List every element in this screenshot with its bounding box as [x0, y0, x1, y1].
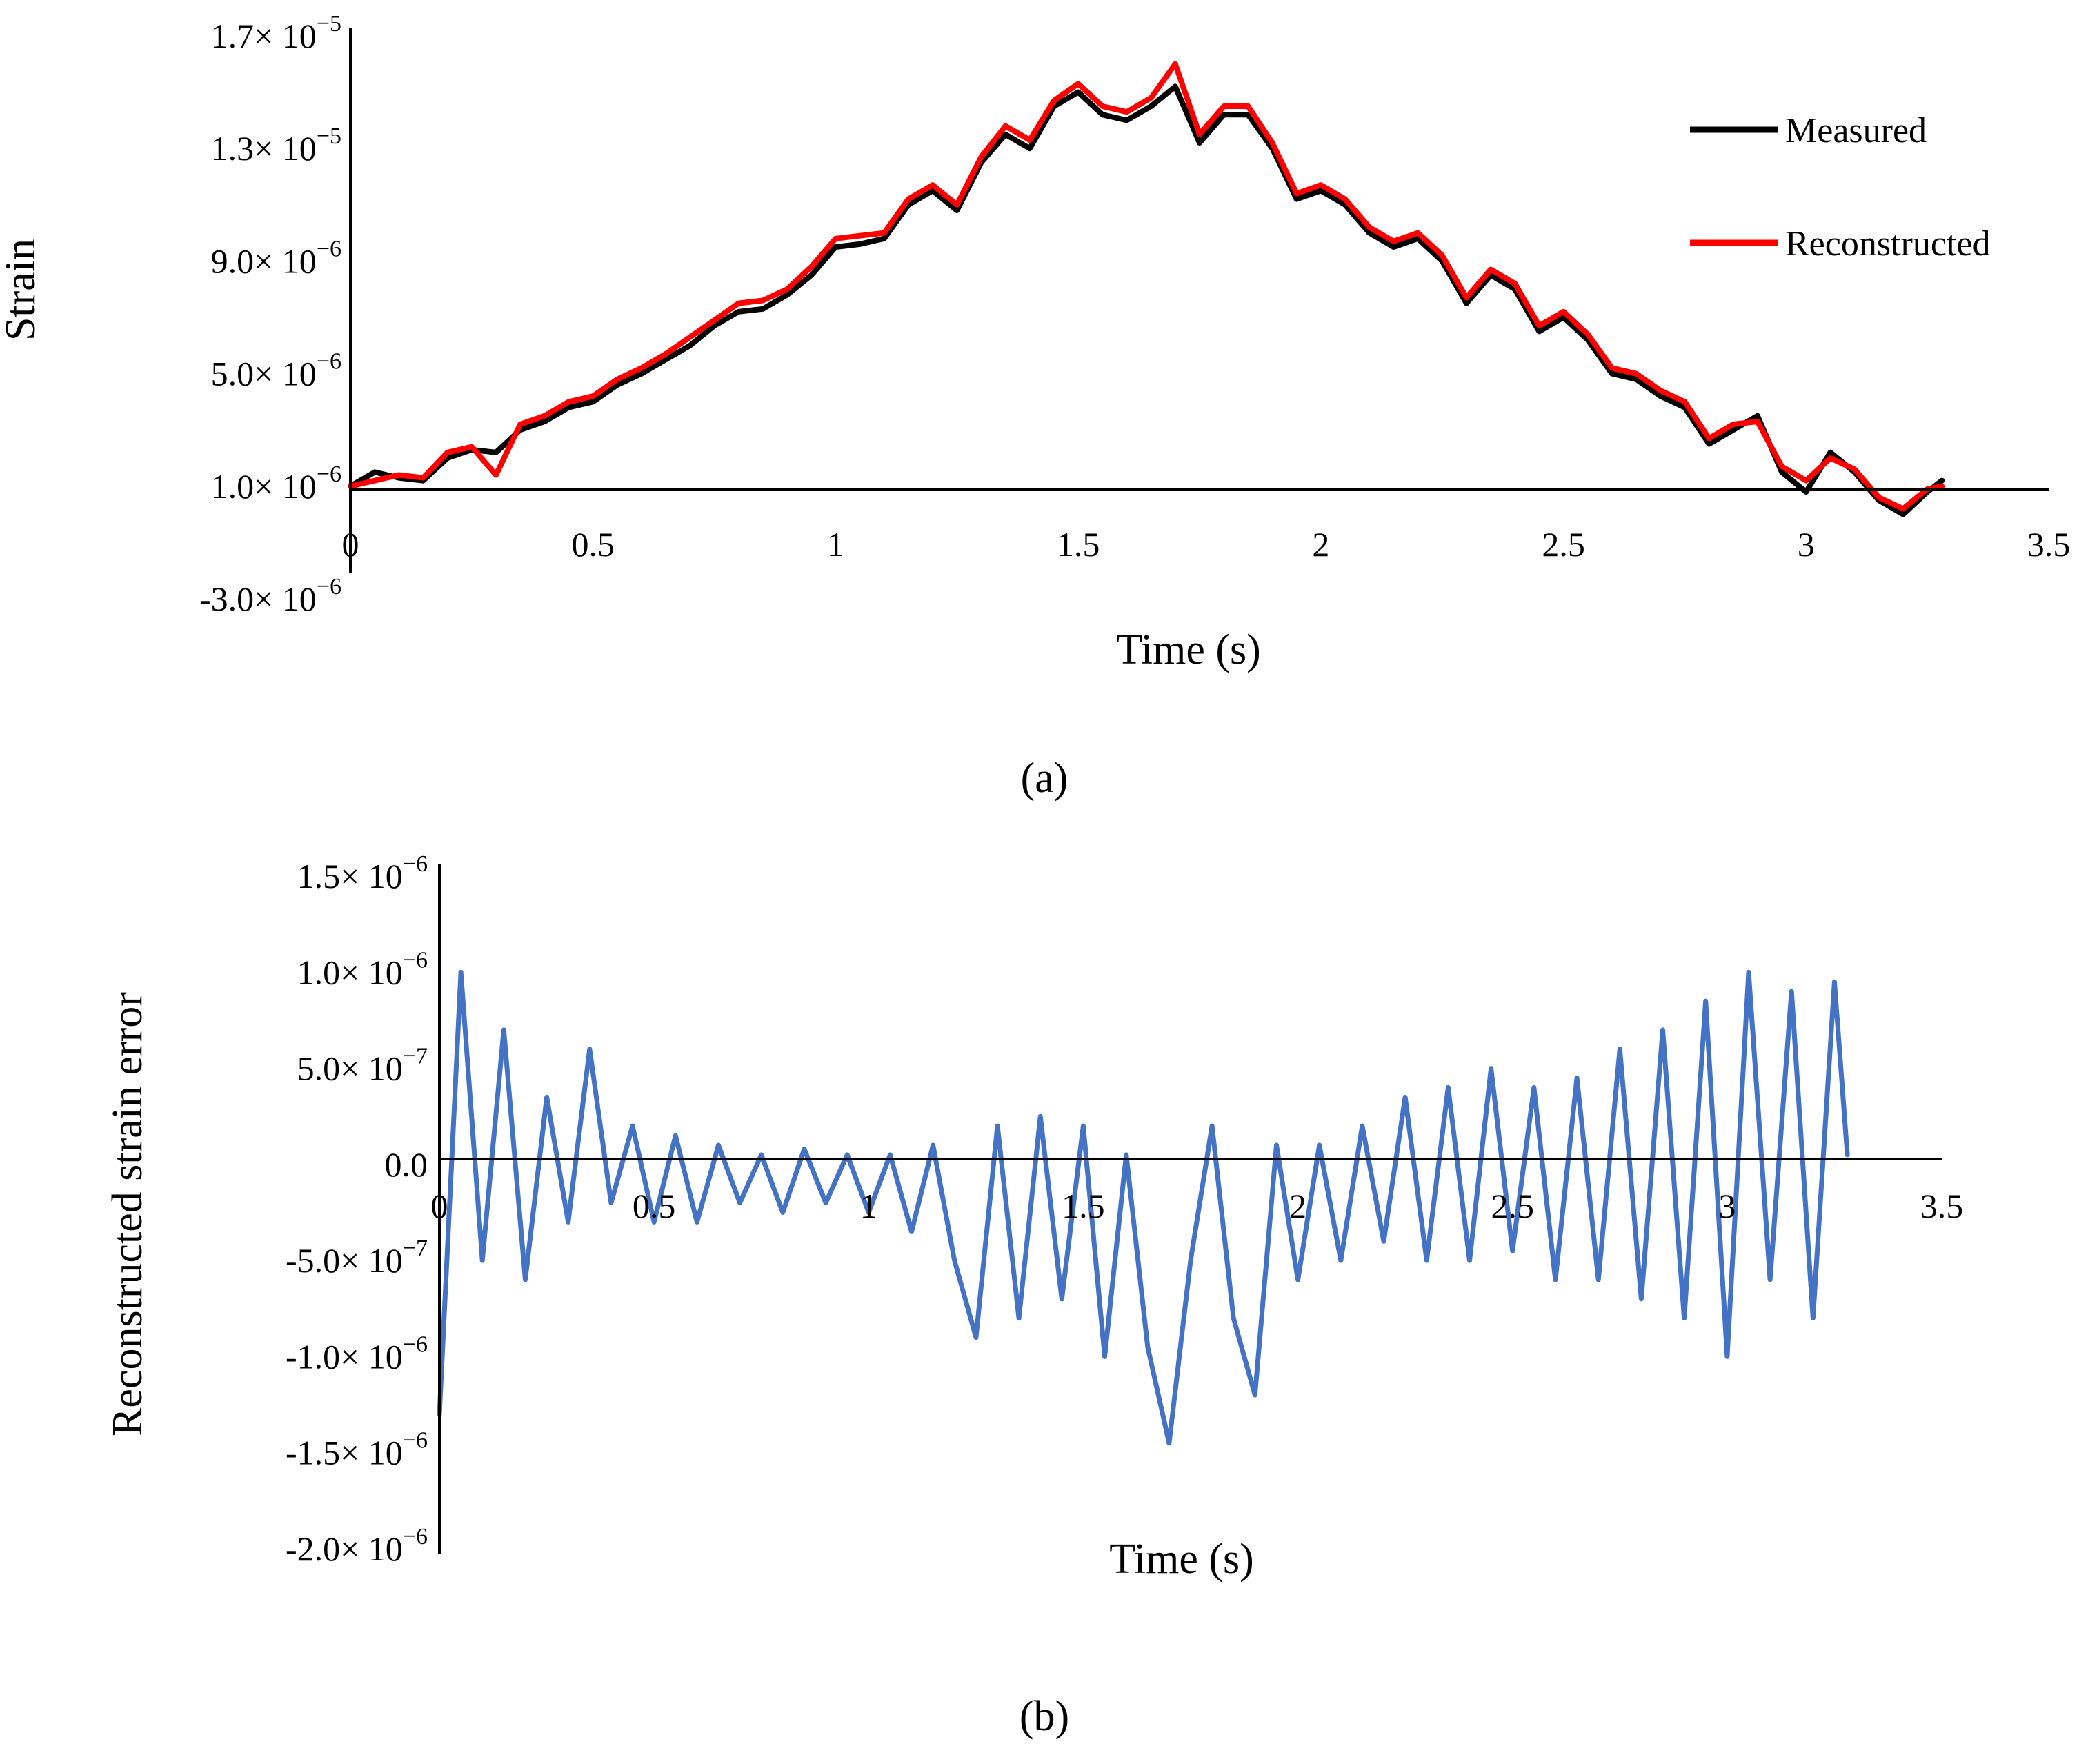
- panel-b-y-tick-label: -1.5× 10−6: [286, 1428, 428, 1472]
- panel-a-legend: Measured Reconstructed: [1690, 111, 1990, 264]
- panel-b-y-tick-labels: 1.5× 10−6 1.0× 10−6 5.0× 10−7 0.0 -5.0× 10−7…: [286, 851, 428, 1568]
- panel-a-y-axis-label: Strain: [0, 239, 44, 341]
- panel-a-y-tick-label: 9.0× 10−6: [211, 236, 341, 280]
- panel-a-y-tick-label: -3.0× 10−6: [199, 574, 341, 618]
- panel-b-x-axis-label: Time (s): [1109, 1536, 1254, 1583]
- panel-b-y-axis-label: Reconstructed strain error: [104, 992, 151, 1436]
- panel-a-x-tick-label: 1.5: [1057, 525, 1100, 564]
- panel-b-x-tick-label: 2.5: [1491, 1187, 1534, 1225]
- panel-b-y-tick-label: 5.0× 10−7: [297, 1044, 428, 1088]
- panel-a-y-tick-label: 5.0× 10−6: [211, 349, 341, 393]
- legend-label-measured: Measured: [1785, 111, 1927, 150]
- panel-b-x-tick-label: 1: [860, 1187, 877, 1225]
- panel-b-x-tick-label: 3: [1718, 1187, 1736, 1225]
- panel-a-x-tick-labels: 0 0.5 1 1.5 2 2.5 3 3.5: [342, 525, 2071, 564]
- panel-b-series-lines: [437, 969, 1850, 1446]
- panel-b-x-tick-labels: 0 0.5 1 1.5 2 2.5 3 3.5: [431, 1187, 1964, 1225]
- panel-a-x-tick-label: 0: [342, 525, 359, 564]
- panel-a-strain-chart: 1.7× 10−5 1.3× 10−5 9.0× 10−6 5.0× 10−6 1.0×…: [0, 11, 2070, 802]
- panel-a-x-tick-label: 3: [1798, 525, 1815, 564]
- panel-b-y-tick-label: -1.0× 10−6: [286, 1331, 428, 1376]
- panel-b-x-tick-label: 3.5: [1920, 1187, 1964, 1225]
- panel-b-x-tick-label: 2: [1289, 1187, 1306, 1225]
- legend-label-reconstructed: Reconstructed: [1785, 224, 1990, 264]
- panel-a-series-reconstructed: [348, 61, 1945, 512]
- panel-b-error-chart: 1.5× 10−6 1.0× 10−6 5.0× 10−7 0.0 -5.0× 10−7…: [104, 851, 1963, 1740]
- panel-a-x-tick-label: 1: [827, 525, 844, 564]
- panel-a-y-tick-label: 1.0× 10−6: [211, 462, 341, 506]
- panel-a-x-tick-label: 2.5: [1542, 525, 1585, 564]
- panel-a-y-tick-labels: 1.7× 10−5 1.3× 10−5 9.0× 10−6 5.0× 10−6 1.0×…: [199, 11, 341, 618]
- panel-a-series-measured: [348, 83, 1945, 517]
- panel-a-x-tick-label: 3.5: [2027, 525, 2071, 564]
- panel-b-series-reconstructed-strain-error: [437, 969, 1850, 1446]
- panel-a-y-tick-label: 1.3× 10−5: [211, 123, 341, 168]
- panel-a-series-lines: [348, 61, 1945, 517]
- panel-b-y-tick-label: 1.5× 10−6: [297, 851, 428, 895]
- panel-a-caption: (a): [1021, 755, 1068, 802]
- panel-b-x-tick-label: 0: [431, 1187, 448, 1225]
- panel-a-x-tick-label: 2: [1312, 525, 1329, 564]
- panel-b-y-tick-label: 0.0: [385, 1145, 428, 1184]
- panel-a-x-axis-label: Time (s): [1116, 626, 1261, 673]
- panel-b-y-tick-label: -5.0× 10−7: [286, 1236, 428, 1280]
- panel-b-y-tick-label: 1.0× 10−6: [297, 947, 428, 991]
- panel-b-y-tick-label: -2.0× 10−6: [286, 1524, 428, 1568]
- panel-a-x-tick-label: 0.5: [571, 525, 615, 564]
- panel-b-x-tick-label: 0.5: [633, 1187, 676, 1225]
- panel-b-x-tick-label: 1.5: [1062, 1187, 1105, 1225]
- panel-a-y-tick-label: 1.7× 10−5: [211, 11, 341, 55]
- panel-b-caption: (b): [1020, 1693, 1069, 1740]
